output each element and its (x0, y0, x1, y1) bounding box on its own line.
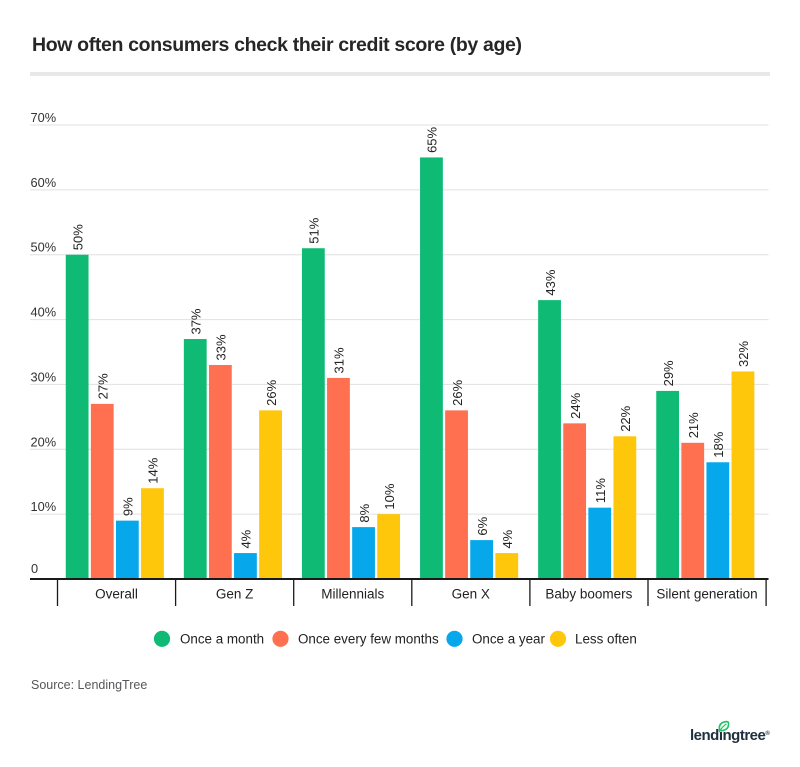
svg-text:10%: 10% (382, 483, 397, 509)
svg-text:Gen X: Gen X (452, 586, 490, 601)
svg-text:18%: 18% (711, 431, 726, 457)
svg-text:9%: 9% (121, 497, 136, 516)
svg-text:37%: 37% (189, 308, 204, 334)
svg-text:10%: 10% (31, 499, 57, 514)
svg-text:29%: 29% (661, 360, 676, 386)
svg-text:27%: 27% (96, 373, 111, 399)
svg-text:Once a year: Once a year (472, 632, 545, 647)
svg-text:4%: 4% (239, 529, 254, 548)
svg-text:Once a month: Once a month (180, 632, 264, 647)
svg-text:43%: 43% (543, 269, 558, 295)
svg-text:Millennials: Millennials (321, 586, 384, 601)
svg-text:24%: 24% (568, 392, 583, 418)
svg-text:Less often: Less often (575, 632, 637, 647)
svg-text:26%: 26% (450, 379, 465, 405)
svg-text:70%: 70% (31, 110, 57, 125)
svg-text:30%: 30% (31, 369, 57, 384)
svg-text:51%: 51% (307, 217, 322, 243)
svg-text:65%: 65% (425, 126, 440, 152)
svg-text:Gen Z: Gen Z (216, 586, 254, 601)
svg-text:Baby boomers: Baby boomers (545, 586, 632, 601)
svg-text:14%: 14% (146, 457, 161, 483)
svg-text:6%: 6% (475, 516, 490, 535)
svg-text:20%: 20% (31, 434, 57, 449)
svg-text:11%: 11% (593, 478, 608, 503)
svg-text:50%: 50% (70, 224, 85, 250)
svg-text:26%: 26% (264, 379, 279, 405)
svg-text:31%: 31% (332, 347, 347, 373)
svg-text:8%: 8% (357, 503, 372, 522)
svg-text:60%: 60% (31, 175, 57, 190)
svg-text:0: 0 (31, 561, 38, 576)
svg-text:Once every few months: Once every few months (298, 632, 439, 647)
svg-text:33%: 33% (214, 334, 229, 360)
svg-text:Overall: Overall (95, 586, 138, 601)
svg-text:Silent generation: Silent generation (656, 586, 757, 601)
svg-text:22%: 22% (618, 405, 633, 431)
svg-text:21%: 21% (686, 412, 701, 438)
svg-text:4%: 4% (500, 529, 515, 548)
svg-text:50%: 50% (31, 240, 57, 255)
svg-text:40%: 40% (31, 305, 57, 320)
svg-text:32%: 32% (736, 341, 751, 367)
